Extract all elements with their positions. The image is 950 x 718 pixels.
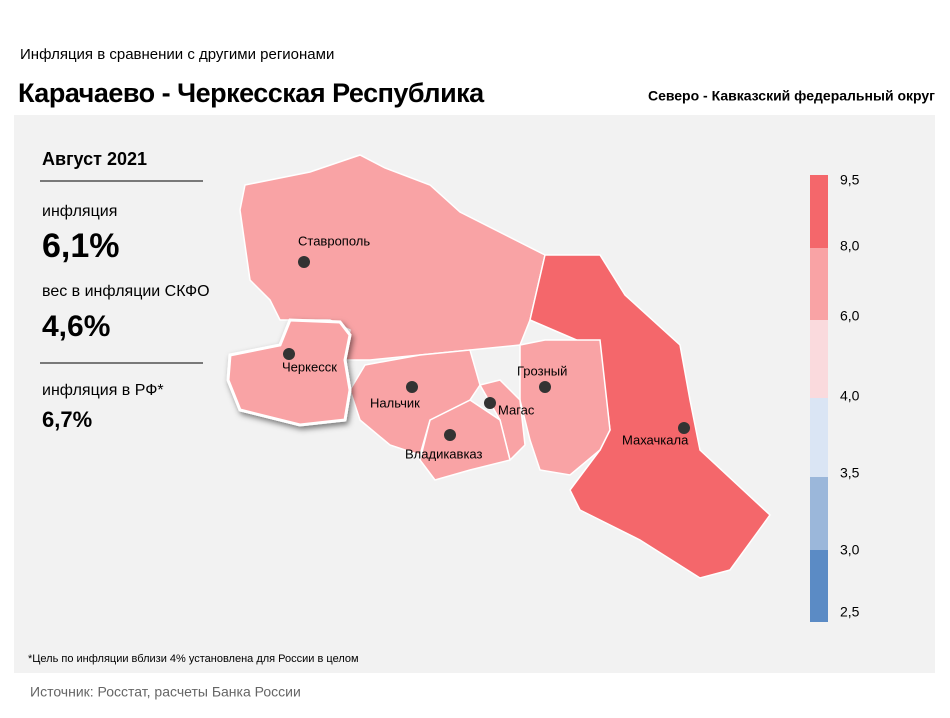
legend-label: 3,0 — [840, 542, 860, 558]
legend-swatch — [810, 550, 828, 622]
district: Северо - Кавказский федеральный округ — [648, 88, 935, 104]
legend-label: 3,5 — [840, 465, 860, 481]
city-dot — [406, 381, 418, 393]
legend: 9,5 8,0 6,0 4,0 3,5 3,0 2,5 — [810, 172, 860, 622]
weight-label: вес в инфляции СКФО — [42, 283, 210, 300]
city-label: Ставрополь — [298, 233, 370, 248]
legend-label: 4,0 — [840, 388, 860, 404]
city-label: Черкесск — [282, 359, 337, 374]
period: Август 2021 — [42, 149, 147, 169]
city-label: Махачкала — [622, 432, 689, 447]
city-dot — [484, 397, 496, 409]
title: Карачаево - Черкесская Республика — [18, 78, 485, 108]
city-dot — [298, 256, 310, 268]
city-label: Владикавказ — [405, 446, 483, 461]
russia-label: инфляция в РФ* — [42, 382, 164, 399]
legend-label: 9,5 — [840, 172, 860, 188]
source: Источник: Росстат, расчеты Банка России — [30, 684, 301, 700]
legend-swatch — [810, 477, 828, 550]
city-label: Магас — [498, 402, 535, 417]
inflation-label: инфляция — [42, 203, 117, 220]
legend-label: 6,0 — [840, 308, 860, 324]
chechnya-region — [519, 339, 611, 476]
inflation-value: 6,1% — [42, 227, 120, 265]
city-dot — [539, 381, 551, 393]
map — [226, 154, 771, 579]
legend-swatch — [810, 398, 828, 477]
city-dot — [283, 348, 295, 360]
legend-swatch — [810, 320, 828, 398]
kcr-region — [226, 318, 352, 427]
subtitle: Инфляция в сравнении с другими регионами — [20, 46, 334, 63]
city-dot — [678, 422, 690, 434]
weight-value: 4,6% — [42, 310, 110, 343]
legend-label: 2,5 — [840, 604, 860, 620]
city-dot — [444, 429, 456, 441]
legend-label: 8,0 — [840, 238, 860, 254]
cities: Ставрополь Черкесск Нальчик Магас Владик… — [282, 233, 690, 461]
ossetia-region — [419, 399, 511, 481]
legend-swatch — [810, 248, 828, 320]
footnote: *Цель по инфляции вблизи 4% установлена … — [28, 653, 359, 665]
city-label: Нальчик — [370, 395, 420, 410]
legend-swatch — [810, 175, 828, 248]
kbr-region — [349, 349, 481, 456]
city-label: Грозный — [517, 363, 567, 378]
russia-value: 6,7% — [42, 407, 92, 432]
